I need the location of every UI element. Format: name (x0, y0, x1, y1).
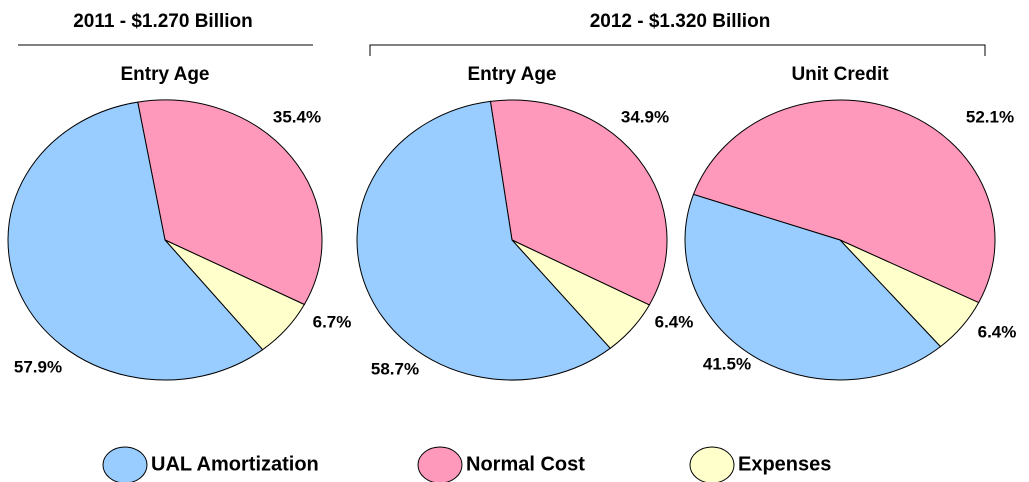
group-title: 2011 - $1.270 Billion (73, 11, 253, 32)
pie-slice (692, 99, 996, 304)
legend-swatch (102, 446, 148, 482)
data-label: 34.9% (621, 107, 669, 126)
legend-label: Expenses (738, 453, 831, 475)
data-label: 57.9% (14, 357, 62, 376)
legend-swatch (689, 446, 735, 482)
group-bracket (369, 44, 986, 56)
pie-slice (7, 101, 264, 381)
data-label: 52.1% (966, 107, 1014, 126)
data-label: 35.4% (273, 107, 321, 126)
chart-title: Unit Credit (791, 64, 889, 85)
chart-title: Entry Age (120, 64, 209, 85)
data-label: 6.4% (655, 312, 694, 331)
chart-title: Entry Age (467, 64, 556, 85)
pie-slice (356, 100, 611, 381)
legend-label: UAL Amortization (151, 453, 319, 475)
data-label: 6.7% (313, 312, 352, 331)
legend-swatch (417, 446, 463, 482)
pie-slice (137, 99, 323, 306)
legend-label: Normal Cost (466, 453, 585, 475)
data-label: 41.5% (703, 354, 751, 373)
group-title: 2012 - $1.320 Billion (590, 11, 771, 32)
data-label: 6.4% (978, 322, 1017, 341)
pie-slice (684, 193, 942, 381)
pie-slice (489, 99, 668, 306)
data-label: 58.7% (371, 359, 419, 378)
